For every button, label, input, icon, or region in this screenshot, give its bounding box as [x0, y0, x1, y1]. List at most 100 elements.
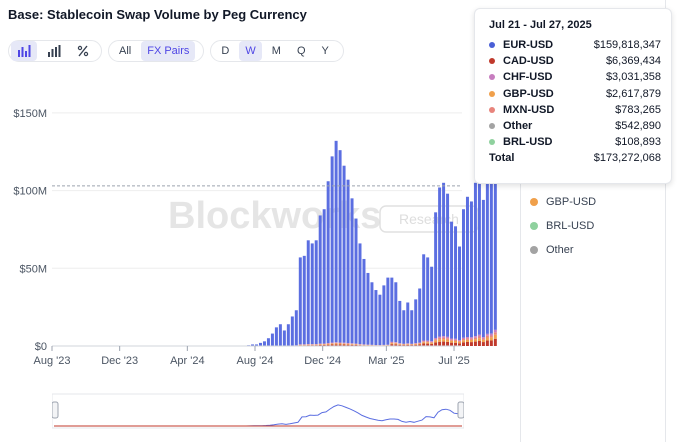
bar-eur-usd[interactable] — [266, 338, 270, 346]
bar-eur-usd[interactable] — [422, 254, 426, 341]
watermark-brand: Blockworks — [168, 195, 381, 237]
chart-area[interactable]: Blockworks Research $0 $50M $100M $150M Aug… — [0, 70, 520, 370]
tooltip-dot — [489, 58, 495, 65]
bar-eur-usd[interactable] — [386, 277, 390, 345]
tooltip-row-other: Other $542,890 — [489, 118, 661, 134]
percent-icon[interactable] — [71, 41, 95, 61]
bar-eur-usd[interactable] — [314, 240, 318, 345]
bar-eur-usd[interactable] — [294, 310, 298, 346]
bar-eur-usd[interactable] — [378, 294, 382, 346]
bar-eur-usd[interactable] — [462, 209, 465, 338]
bar-eur-usd[interactable] — [318, 215, 322, 344]
chart-toolbar: All FX Pairs D W M Q Y — [8, 40, 350, 62]
legend-item-brl-usd[interactable]: BRL-USD — [530, 214, 596, 238]
bar-eur-usd[interactable] — [477, 159, 481, 335]
bar-eur-usd[interactable] — [338, 150, 342, 343]
bar-eur-usd[interactable] — [489, 140, 493, 334]
interval-w-button[interactable]: W — [239, 41, 262, 61]
bar-eur-usd[interactable] — [251, 344, 255, 346]
bar-chart[interactable]: Blockworks Research $0 $50M $100M $150M Aug… — [0, 70, 520, 370]
navigator-handle-right[interactable] — [457, 401, 465, 419]
bar-eur-usd[interactable] — [430, 266, 434, 342]
bar-minor-segment — [338, 342, 342, 344]
y-axis: $0 $50M $100M $150M — [13, 108, 47, 353]
bar-eur-usd[interactable] — [469, 201, 473, 338]
bar-eur-usd[interactable] — [270, 333, 274, 346]
bar-eur-usd[interactable] — [438, 187, 442, 337]
bar-eur-usd[interactable] — [390, 277, 394, 342]
bar-series — [247, 77, 497, 346]
bar-eur-usd[interactable] — [454, 226, 458, 339]
legend-label: Other — [546, 244, 574, 256]
bar-eur-usd[interactable] — [402, 310, 406, 344]
bar-eur-usd[interactable] — [493, 77, 497, 330]
bar-eur-usd[interactable] — [410, 310, 414, 344]
bar-eur-usd[interactable] — [358, 243, 362, 345]
bar-eur-usd[interactable] — [282, 330, 286, 346]
filter-all-button[interactable]: All — [119, 45, 132, 57]
bar-minor-segment — [390, 342, 394, 344]
navigator-chart[interactable] — [51, 392, 465, 432]
bar-eur-usd[interactable] — [394, 282, 398, 343]
bar-eur-usd[interactable] — [366, 272, 370, 345]
bar-eur-usd[interactable] — [310, 243, 314, 345]
bar-eur-usd[interactable] — [262, 341, 266, 346]
bar-eur-usd[interactable] — [481, 199, 485, 338]
bar-eur-usd[interactable] — [354, 218, 358, 344]
bar-eur-usd[interactable] — [274, 327, 278, 346]
bar-eur-usd[interactable] — [278, 324, 282, 346]
bar-minor-segment — [458, 340, 461, 341]
range-navigator[interactable] — [51, 392, 465, 432]
bar-minor-segment — [426, 343, 430, 346]
bar-minor-segment — [330, 344, 334, 346]
bar-eur-usd[interactable] — [485, 143, 489, 334]
bar-eur-usd[interactable] — [286, 324, 290, 346]
bar-eur-usd[interactable] — [302, 255, 306, 345]
stacked-bar-icon[interactable] — [41, 41, 67, 61]
bar-eur-usd[interactable] — [342, 165, 346, 343]
bar-eur-usd[interactable] — [322, 209, 326, 344]
bar-eur-usd[interactable] — [350, 198, 354, 344]
bar-minor-segment — [354, 344, 358, 345]
bar-eur-usd[interactable] — [362, 258, 366, 345]
bar-chart-icon[interactable] — [11, 41, 37, 61]
bar-eur-usd[interactable] — [374, 290, 378, 345]
bar-eur-usd[interactable] — [330, 156, 334, 343]
interval-m-button[interactable]: M — [271, 45, 281, 57]
navigator-handle-left[interactable] — [51, 401, 59, 419]
bar-eur-usd[interactable] — [306, 240, 310, 345]
bar-eur-usd[interactable] — [414, 299, 418, 344]
bar-minor-segment — [450, 342, 454, 346]
bar-eur-usd[interactable] — [382, 285, 386, 345]
interval-y-button[interactable]: Y — [321, 45, 329, 57]
bar-eur-usd[interactable] — [258, 342, 262, 346]
bar-eur-usd[interactable] — [398, 300, 402, 344]
bar-eur-usd[interactable] — [290, 316, 294, 346]
bar-eur-usd[interactable] — [426, 257, 430, 341]
bar-eur-usd[interactable] — [458, 246, 461, 341]
filter-fx-pairs-button[interactable]: FX Pairs — [141, 41, 196, 61]
bar-eur-usd[interactable] — [465, 196, 469, 338]
bar-eur-usd[interactable] — [434, 212, 438, 338]
bar-eur-usd[interactable] — [334, 140, 338, 343]
bar-eur-usd[interactable] — [406, 302, 410, 344]
bar-eur-usd[interactable] — [255, 344, 258, 346]
bar-eur-usd[interactable] — [450, 221, 454, 339]
legend-item-gbp-usd[interactable]: GBP-USD — [530, 190, 596, 214]
bar-eur-usd[interactable] — [442, 182, 446, 337]
interval-q-button[interactable]: Q — [296, 45, 306, 57]
bar-minor-segment — [485, 337, 489, 341]
bar-eur-usd[interactable] — [418, 288, 422, 343]
bar-eur-usd[interactable] — [446, 193, 450, 337]
bar-eur-usd[interactable] — [326, 181, 330, 344]
bar-minor-segment — [485, 335, 489, 338]
bar-eur-usd[interactable] — [473, 182, 477, 337]
bar-minor-segment — [402, 344, 406, 346]
bar-minor-segment — [426, 340, 430, 342]
legend-item-other[interactable]: Other — [530, 238, 596, 262]
bar-eur-usd[interactable] — [346, 179, 350, 344]
bar-eur-usd[interactable] — [370, 282, 374, 345]
bar-eur-usd[interactable] — [298, 257, 302, 345]
interval-d-button[interactable]: D — [221, 45, 230, 57]
y-tick-label: $0 — [35, 341, 47, 353]
